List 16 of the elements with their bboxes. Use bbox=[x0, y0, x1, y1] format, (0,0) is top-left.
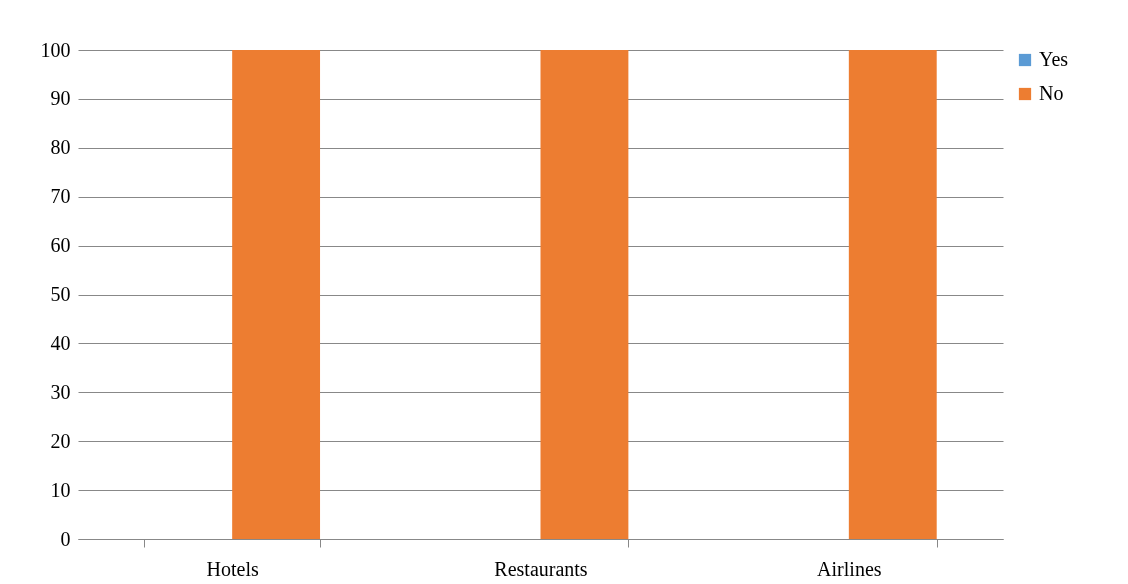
legend-label: Yes bbox=[1039, 48, 1069, 70]
y-tick-label: 0 bbox=[60, 527, 71, 550]
x-tick-label: Hotels bbox=[206, 557, 259, 580]
y-tick-label: 30 bbox=[50, 380, 71, 403]
y-tick-label: 60 bbox=[50, 234, 71, 257]
x-tick-label: Restaurants bbox=[494, 557, 588, 580]
y-tick-label: 20 bbox=[50, 429, 71, 452]
legend-label: No bbox=[1039, 82, 1064, 104]
y-tick-label: 50 bbox=[50, 283, 71, 305]
y-tick-label: 80 bbox=[50, 136, 71, 159]
y-tick-label: 90 bbox=[50, 87, 71, 110]
y-tick-label: 10 bbox=[50, 478, 71, 501]
y-tick-label: 40 bbox=[50, 331, 71, 354]
y-tick-label: 100 bbox=[40, 38, 71, 61]
x-tick-label: Airlines bbox=[817, 557, 882, 580]
y-tick-label: 70 bbox=[50, 185, 71, 208]
